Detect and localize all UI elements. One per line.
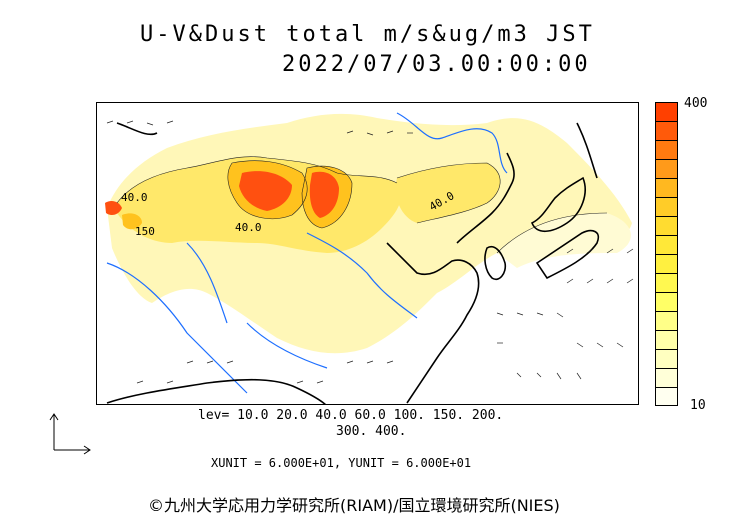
wind-arrow [606,278,614,284]
legend-swatch [656,293,677,312]
river-line [396,112,508,174]
river-line [186,242,228,324]
wind-arrow [516,372,522,378]
river-line [306,232,418,319]
coastline [535,229,600,280]
legend-swatch [656,388,677,405]
unit-scale-text: XUNIT = 6.000E+01, YUNIT = 6.000E+01 [211,456,472,470]
legend-swatch [656,179,677,198]
wind-arrow [366,132,374,136]
coastline [576,122,598,179]
legend-swatch [656,103,677,122]
dust-west-peak-region [105,200,122,216]
wind-arrow [626,278,634,284]
wind-arrow [146,122,154,126]
wind-arrow [366,360,374,364]
wind-arrow [576,342,584,348]
wind-arrow [136,380,144,384]
wind-arrow [386,360,394,364]
coastlines [106,122,600,404]
coastline [386,242,480,404]
dust-west-high-region [122,213,142,230]
wind-arrow [616,342,624,348]
map-canvas: 40.0 150 40.0 40.0 [105,112,634,404]
wind-arrow [566,278,574,284]
contour-label-2: 150 [135,225,155,238]
coastline [106,378,326,404]
legend-swatch [656,312,677,331]
wind-arrow [296,380,304,384]
wind-arrow [556,372,562,380]
wind-arrow [586,248,594,254]
map-timestamp: 2022/07/03.00:00:00 [282,52,591,77]
contour-line [496,212,608,254]
wind-arrow [596,342,604,348]
legend-swatch [656,274,677,293]
wind-arrow [186,360,194,364]
legend-swatch [656,369,677,388]
wind-arrow [346,360,354,364]
legend-swatch [656,122,677,141]
rivers [106,112,508,394]
copyright-notice: ©九州大学応用力学研究所(RIAM)/国立環境研究所(NIES) [148,496,560,515]
wind-arrow [536,372,542,378]
contour-label-1: 40.0 [121,191,148,204]
dust-plume [105,113,632,354]
wind-arrow [206,360,214,364]
wind-arrow [226,360,234,364]
legend-max-label: 400 [684,96,708,111]
river-line [106,262,248,394]
river-line [246,322,328,369]
contour-levels-line2: 300. 400. [336,424,407,439]
legend-swatch [656,236,677,255]
dust-peak2-region [309,171,339,218]
wind-arrow [556,312,564,318]
wind-arrow [586,278,594,284]
contour-line [301,165,353,229]
contours [116,156,608,254]
wind-arrow [566,248,574,254]
wind-arrow [346,130,354,134]
coastline [456,152,515,244]
wind-arrow [166,380,174,384]
wind-arrow [516,312,524,316]
legend-swatch [656,141,677,160]
wind-vectors [106,120,634,384]
contour-levels-line1: lev= 10.0 20.0 40.0 60.0 100. 150. 200. [198,408,504,423]
wind-arrow [126,120,134,124]
legend-swatch [656,255,677,274]
wind-arrow [316,380,324,384]
contour-label-3: 40.0 [235,221,262,234]
contour-line [227,160,308,220]
wind-arrow [166,120,174,124]
legend-swatch [656,198,677,217]
contour-line [396,162,501,224]
dust-map: 40.0 150 40.0 40.0 [96,102,639,405]
wind-arrow [576,372,582,380]
coastline [116,122,158,136]
contour-line [116,156,398,204]
axes-orientation-icon [49,413,91,455]
legend-min-label: 10 [690,398,706,413]
wind-arrow [106,120,114,124]
legend-swatch [656,217,677,236]
legend-swatch [656,160,677,179]
wind-arrow [626,248,634,254]
wind-arrow [606,248,614,254]
coastline [530,176,586,233]
dust-peak-region [239,171,292,211]
wind-arrow [536,312,544,316]
color-legend [655,102,678,406]
wind-arrow [386,130,394,134]
wind-arrow [496,312,504,316]
legend-swatch [656,331,677,350]
legend-swatch [656,350,677,369]
dust-low2-region [497,213,631,268]
coastline [484,245,507,281]
map-title: U-V&Dust total m/s&ug/m3 JST [140,22,595,47]
